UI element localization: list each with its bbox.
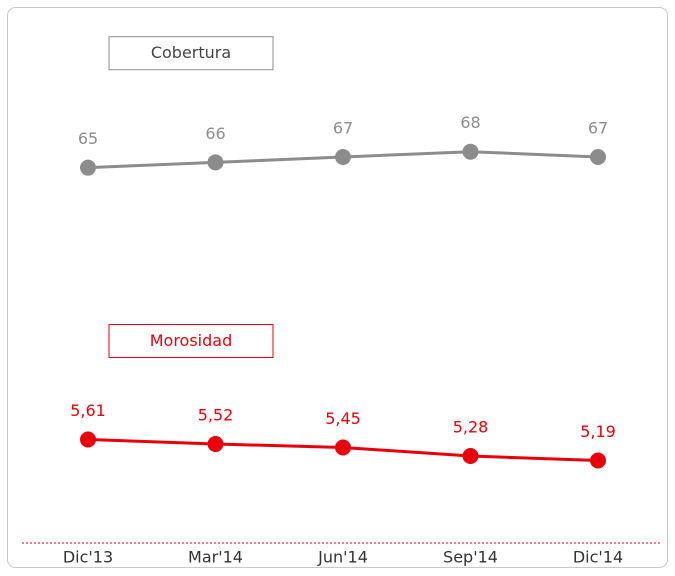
data-label: 5,45: [325, 409, 361, 428]
point: [335, 149, 351, 166]
point: [590, 149, 606, 166]
legend-label: Morosidad: [150, 331, 233, 350]
legend-box: [108, 36, 274, 71]
data-label: 68: [460, 113, 480, 132]
data-label: 65: [78, 129, 98, 148]
x-tick-label: Jun'14: [317, 548, 368, 567]
point: [80, 431, 96, 448]
data-label: 5,61: [70, 401, 106, 420]
point: [207, 154, 224, 171]
data-label: 66: [205, 124, 225, 143]
data-label: 5,28: [453, 418, 489, 437]
data-label: 5,52: [198, 406, 234, 425]
card: [7, 7, 668, 568]
x-tick-label: Mar'14: [188, 548, 243, 567]
data-label: 67: [588, 119, 608, 138]
point: [462, 143, 479, 160]
point: [207, 436, 224, 452]
point: [590, 452, 606, 469]
point: [462, 448, 479, 464]
legend-label: Cobertura: [151, 43, 231, 62]
data-label: 67: [333, 119, 353, 138]
x-tick-label: Dic'14: [573, 548, 623, 567]
data-label: 5,19: [580, 422, 616, 441]
point: [335, 439, 351, 456]
x-tick-label: Sep'14: [443, 548, 498, 567]
point: [80, 159, 96, 176]
x-tick-label: Dic'13: [63, 548, 113, 567]
legend-box: [108, 324, 274, 358]
